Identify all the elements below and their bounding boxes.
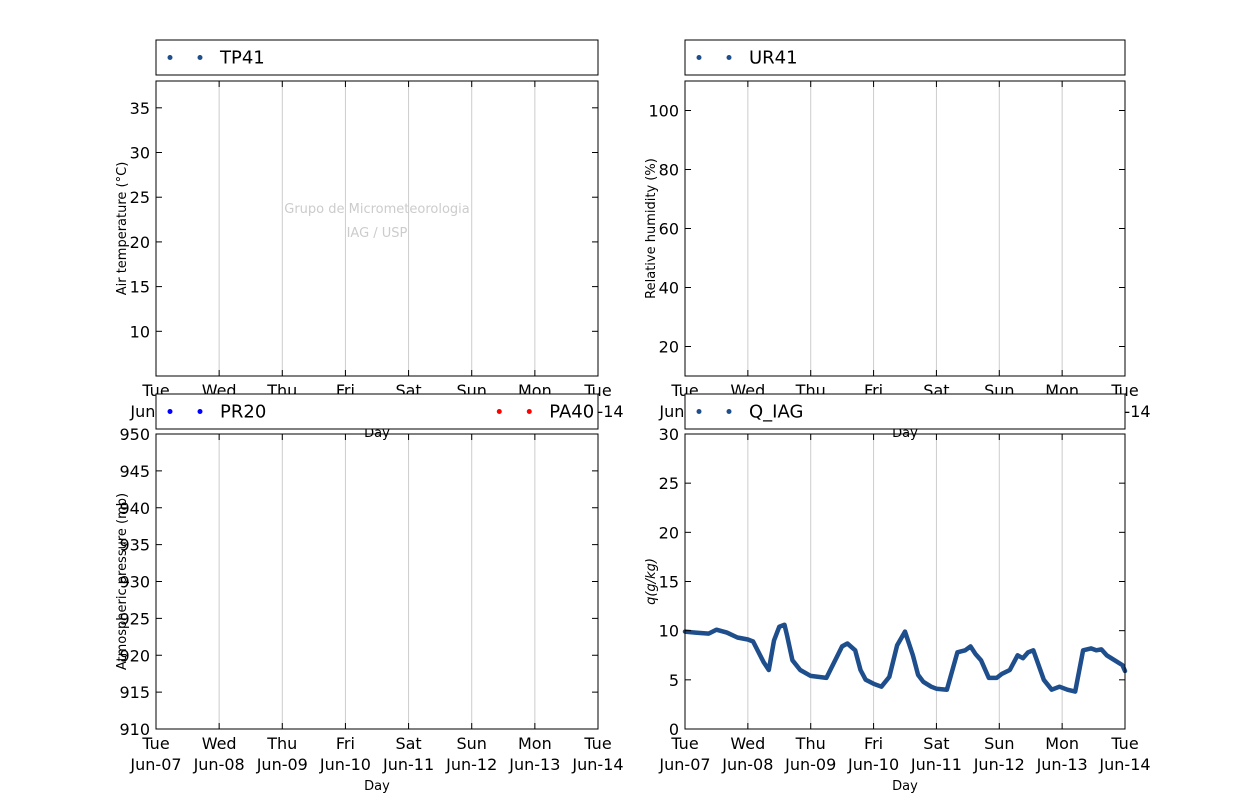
chart-pressure: 910 915 920 925 930 935 940 945 950 Tue Jun-07 Wed J…	[115, 393, 624, 794]
x-tick-label-date: Jun-13	[508, 755, 560, 774]
y-tick-label: 15	[130, 278, 150, 297]
legend-box	[155, 39, 599, 76]
x-tick-label-day: Sun	[456, 734, 486, 753]
x-tick-label-date: Jun-11	[910, 755, 962, 774]
series-line-q_iag	[682, 622, 1128, 694]
y-tick-label: 0	[669, 720, 679, 739]
y-tick-label: 30	[659, 425, 679, 444]
y-axis-label: q(g/kg)	[644, 558, 659, 605]
y-tick-label: 80	[659, 161, 679, 180]
x-tick-label-date: Jun-10	[847, 755, 899, 774]
chart-temperature: Grupo de Micrometeorologia IAG / USP 10 15 2…	[115, 39, 624, 441]
y-tick-label: 20	[130, 233, 150, 252]
legend-marker	[167, 55, 173, 60]
axes-frame	[684, 80, 1126, 377]
chart-specific-humidity: 0 5 10 15 20 25 30 Tue Jun-07 Wed Jun-08 Thu Jun-09 F…	[644, 393, 1151, 794]
y-tick-label: 15	[659, 573, 679, 592]
x-tick-label-date: Jun-11	[382, 755, 434, 774]
y-tick-label: 935	[119, 536, 150, 555]
x-tick-label-date: Jun-12	[445, 755, 497, 774]
y-tick-label: 60	[659, 220, 679, 239]
legend-box	[684, 393, 1126, 430]
x-tick-label-date: Jun-14	[1098, 755, 1150, 774]
x-tick-label-date: Jun-07	[658, 755, 710, 774]
x-axis-label: Day	[892, 779, 918, 794]
y-tick-label: 5	[669, 671, 679, 690]
axes-frame	[155, 80, 599, 377]
legend-marker	[726, 55, 732, 60]
y-tick-label: 20	[659, 338, 679, 357]
legend-marker	[197, 55, 203, 60]
legend-marker	[496, 409, 502, 414]
legend-marker	[696, 55, 702, 60]
legend-marker	[197, 409, 203, 414]
x-tick-label-day: Sat	[395, 734, 421, 753]
legend-box	[684, 39, 1126, 76]
y-tick-label: 10	[130, 322, 150, 341]
x-tick-label-day: Fri	[336, 734, 355, 753]
y-tick-label: 40	[659, 279, 679, 298]
x-tick-label-day: Wed	[730, 734, 765, 753]
x-axis-label: Day	[364, 779, 390, 794]
x-tick-label-day: Fri	[864, 734, 883, 753]
x-tick-label-day: Sun	[984, 734, 1014, 753]
legend-label-ur41: UR41	[749, 48, 798, 69]
x-tick-label-day: Thu	[266, 734, 297, 753]
y-tick-label: 915	[119, 683, 150, 702]
x-tick-label-date: Jun-14	[571, 755, 623, 774]
x-tick-label-date: Jun-08	[721, 755, 773, 774]
x-tick-label-day: Tue	[1110, 734, 1138, 753]
x-tick-label-day: Tue	[670, 734, 698, 753]
y-tick-label: 25	[659, 474, 679, 493]
x-tick-label-day: Tue	[583, 734, 611, 753]
legend-label-tp41: TP41	[219, 48, 265, 69]
y-tick-label: 950	[119, 425, 150, 444]
legend-marker	[696, 409, 702, 414]
x-tick-label-date: Jun-08	[193, 755, 245, 774]
y-tick-label: 945	[119, 462, 150, 481]
legend-marker	[526, 409, 532, 414]
legend-box	[155, 393, 599, 430]
y-tick-label: 910	[119, 720, 150, 739]
axes-frame	[155, 433, 599, 730]
y-tick-label: 100	[648, 102, 679, 121]
legend-label-pa40: PA40	[549, 402, 594, 423]
chart-humidity: 20406080100TueJun-07WedJun-08ThuJun-09Fr…	[644, 39, 1151, 441]
x-tick-label-day: Mon	[518, 734, 552, 753]
x-tick-label-day: Sat	[923, 734, 949, 753]
y-tick-label: 20	[659, 523, 679, 542]
y-tick-label: 30	[130, 144, 150, 163]
legend-label-pr20: PR20	[220, 402, 266, 423]
y-tick-label: 920	[119, 646, 150, 665]
y-tick-label: 25	[130, 188, 150, 207]
x-tick-label-date: Jun-09	[784, 755, 836, 774]
y-axis-label: Atmospheric pressure (mb)	[115, 493, 130, 670]
y-axis-label: Relative humidity (%)	[644, 158, 659, 299]
x-tick-label-day: Tue	[141, 734, 169, 753]
x-tick-label-day: Thu	[795, 734, 826, 753]
watermark-text: Grupo de Micrometeorologia	[284, 202, 470, 217]
y-tick-label: 930	[119, 573, 150, 592]
y-tick-label: 35	[130, 99, 150, 118]
x-tick-label-date: Jun-12	[973, 755, 1025, 774]
x-tick-label-date: Jun-09	[256, 755, 308, 774]
x-tick-label-date: Jun-07	[129, 755, 181, 774]
y-tick-label: 925	[119, 609, 150, 628]
x-tick-label-day: Wed	[202, 734, 237, 753]
y-axis-label: Air temperature (°C)	[115, 162, 130, 296]
x-tick-label-date: Jun-10	[319, 755, 371, 774]
watermark-text: IAG / USP	[347, 226, 408, 241]
legend-label-q_iag: Q_IAG	[749, 402, 803, 423]
y-tick-label: 940	[119, 499, 150, 518]
x-tick-label-day: Mon	[1045, 734, 1079, 753]
legend-marker	[726, 409, 732, 414]
x-tick-label-date: Jun-13	[1036, 755, 1088, 774]
y-tick-label: 10	[659, 622, 679, 641]
legend-marker	[167, 409, 173, 414]
